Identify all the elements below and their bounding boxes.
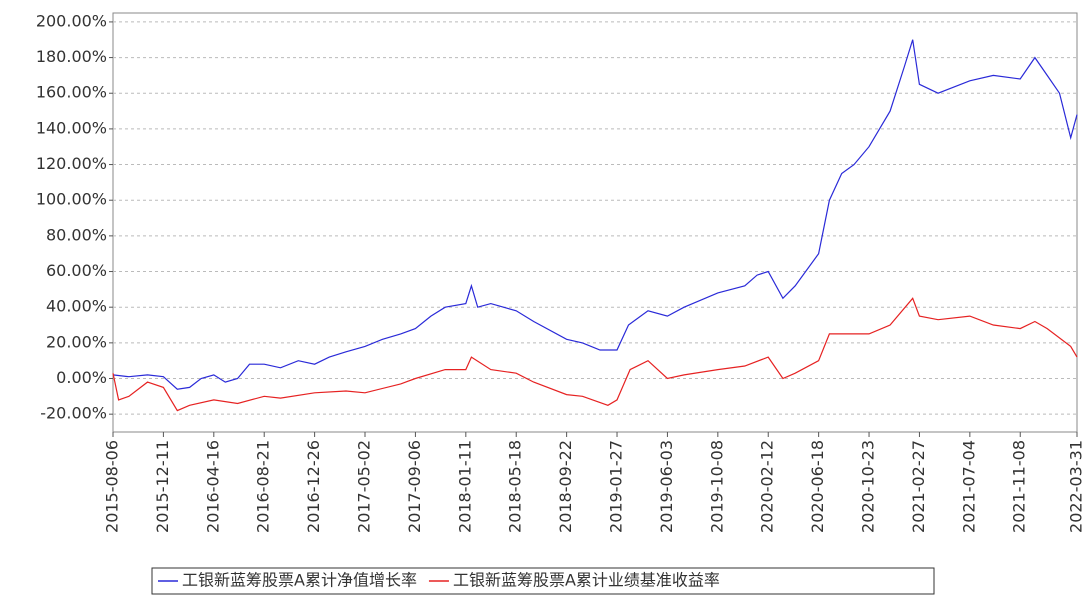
y-tick-label: 0.00% — [56, 368, 107, 387]
y-tick-label: 120.00% — [36, 154, 107, 173]
y-tick-label: 80.00% — [46, 225, 107, 244]
series-line — [112, 39, 1078, 390]
y-tick-label: 140.00% — [36, 118, 107, 137]
x-tick-label: 2018-09-22 — [556, 440, 575, 533]
x-tick-label: 2021-02-27 — [909, 440, 928, 533]
legend-label: 工银新蓝筹股票A累计净值增长率 — [182, 571, 417, 590]
plot-area — [112, 12, 1078, 433]
x-tick-label: 2022-03-31 — [1067, 440, 1086, 533]
x-tick-label: 2019-01-27 — [607, 440, 626, 533]
y-tick-label: -20.00% — [40, 404, 107, 423]
x-tick-label: 2018-01-11 — [455, 440, 474, 533]
x-tick-label: 2016-08-21 — [254, 440, 273, 533]
x-tick-label: 2017-05-02 — [355, 440, 374, 533]
x-tick-label: 2017-09-06 — [405, 440, 424, 533]
y-tick-label: 60.00% — [46, 261, 107, 280]
y-tick-label: 180.00% — [36, 47, 107, 66]
y-tick-label: 200.00% — [36, 11, 107, 30]
x-tick-label: 2020-06-18 — [808, 440, 827, 533]
x-tick-label: 2015-08-06 — [103, 440, 122, 533]
legend-box — [151, 567, 935, 595]
y-tick-label: 40.00% — [46, 297, 107, 316]
y-tick-label: 100.00% — [36, 190, 107, 209]
x-tick-label: 2016-04-16 — [203, 440, 222, 533]
series-line — [112, 297, 1078, 412]
x-tick-label: 2020-02-12 — [758, 440, 777, 533]
x-tick-label: 2018-05-18 — [506, 440, 525, 533]
legend-label: 工银新蓝筹股票A累计业绩基准收益率 — [453, 571, 720, 590]
x-tick-label: 2020-10-23 — [859, 440, 878, 533]
x-tick-label: 2021-07-04 — [959, 440, 978, 533]
x-tick-label: 2015-12-11 — [153, 440, 172, 533]
x-tick-label: 2019-10-08 — [707, 440, 726, 533]
y-tick-label: 20.00% — [46, 332, 107, 351]
x-tick-label: 2016-12-26 — [304, 440, 323, 533]
x-tick-label: 2021-11-08 — [1010, 440, 1029, 533]
y-tick-label: 160.00% — [36, 83, 107, 102]
x-tick-label: 2019-06-03 — [657, 440, 676, 533]
